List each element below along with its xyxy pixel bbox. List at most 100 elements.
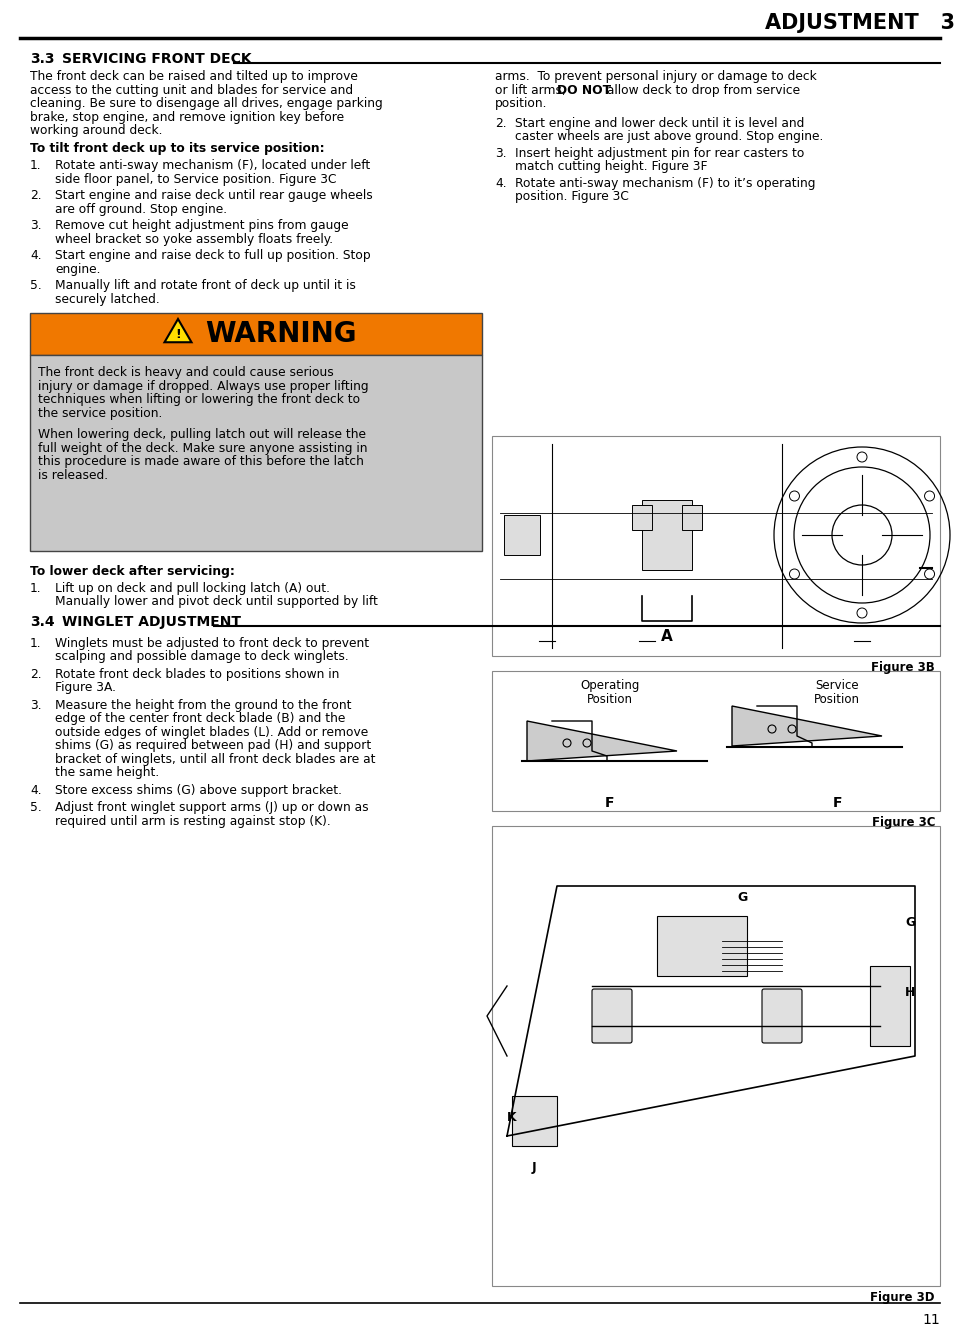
FancyBboxPatch shape — [492, 826, 940, 1286]
Text: arms.  To prevent personal injury or damage to deck: arms. To prevent personal injury or dama… — [495, 70, 817, 83]
Text: Figure 3A.: Figure 3A. — [55, 681, 116, 695]
Text: 11: 11 — [923, 1313, 940, 1328]
Text: A: A — [661, 629, 673, 644]
FancyBboxPatch shape — [30, 355, 482, 551]
Text: 2.: 2. — [495, 117, 507, 130]
Text: Winglets must be adjusted to front deck to prevent: Winglets must be adjusted to front deck … — [55, 637, 370, 649]
Text: Store excess shims (G) above support bracket.: Store excess shims (G) above support bra… — [55, 783, 342, 797]
Text: Rotate anti-sway mechanism (F), located under left: Rotate anti-sway mechanism (F), located … — [55, 160, 371, 172]
Text: Figure 3D: Figure 3D — [871, 1291, 935, 1303]
Text: Start engine and raise deck until rear gauge wheels: Start engine and raise deck until rear g… — [55, 189, 372, 202]
Text: match cutting height. Figure 3F: match cutting height. Figure 3F — [515, 160, 708, 173]
Text: side floor panel, to Service position. Figure 3C: side floor panel, to Service position. F… — [55, 173, 337, 185]
Text: Position: Position — [587, 692, 633, 705]
Text: ADJUSTMENT   3: ADJUSTMENT 3 — [765, 13, 955, 34]
Polygon shape — [732, 705, 882, 746]
Text: access to the cutting unit and blades for service and: access to the cutting unit and blades fo… — [30, 83, 353, 97]
Text: Adjust front winglet support arms (J) up or down as: Adjust front winglet support arms (J) up… — [55, 801, 369, 814]
Text: Rotate anti-sway mechanism (F) to it’s operating: Rotate anti-sway mechanism (F) to it’s o… — [515, 177, 815, 189]
Text: 1.: 1. — [30, 637, 41, 649]
Text: cleaning. Be sure to disengage all drives, engage parking: cleaning. Be sure to disengage all drive… — [30, 97, 383, 110]
Text: shims (G) as required between pad (H) and support: shims (G) as required between pad (H) an… — [55, 739, 372, 752]
Text: Remove cut height adjustment pins from gauge: Remove cut height adjustment pins from g… — [55, 219, 348, 232]
Text: Service: Service — [815, 679, 859, 692]
Text: 3.: 3. — [495, 146, 507, 160]
Text: or lift arms,: or lift arms, — [495, 83, 569, 97]
Text: WARNING: WARNING — [205, 320, 356, 349]
Text: injury or damage if dropped. Always use proper lifting: injury or damage if dropped. Always use … — [38, 380, 369, 393]
Text: When lowering deck, pulling latch out will release the: When lowering deck, pulling latch out wi… — [38, 428, 366, 441]
Text: 1.: 1. — [30, 160, 41, 172]
Text: position.: position. — [495, 97, 547, 110]
Text: brake, stop engine, and remove ignition key before: brake, stop engine, and remove ignition … — [30, 110, 344, 123]
Text: bracket of winglets, until all front deck blades are at: bracket of winglets, until all front dec… — [55, 752, 375, 766]
Text: Operating: Operating — [580, 679, 639, 692]
FancyBboxPatch shape — [492, 436, 940, 656]
FancyBboxPatch shape — [512, 1096, 557, 1147]
Text: Measure the height from the ground to the front: Measure the height from the ground to th… — [55, 699, 351, 712]
FancyBboxPatch shape — [632, 506, 652, 530]
Text: edge of the center front deck blade (B) and the: edge of the center front deck blade (B) … — [55, 712, 346, 725]
Text: Start engine and raise deck to full up position. Stop: Start engine and raise deck to full up p… — [55, 249, 371, 261]
Text: securely latched.: securely latched. — [55, 292, 159, 306]
Text: F: F — [605, 797, 614, 810]
Text: DO NOT: DO NOT — [557, 83, 612, 97]
Text: 5.: 5. — [30, 279, 41, 292]
Polygon shape — [527, 721, 677, 760]
FancyBboxPatch shape — [592, 990, 632, 1043]
FancyBboxPatch shape — [504, 515, 540, 555]
Text: Manually lower and pivot deck until supported by lift: Manually lower and pivot deck until supp… — [55, 595, 378, 607]
FancyBboxPatch shape — [642, 500, 692, 570]
FancyBboxPatch shape — [657, 916, 747, 976]
Text: caster wheels are just above ground. Stop engine.: caster wheels are just above ground. Sto… — [515, 130, 824, 143]
FancyBboxPatch shape — [870, 966, 910, 1046]
FancyBboxPatch shape — [30, 312, 482, 355]
Text: this procedure is made aware of this before the latch: this procedure is made aware of this bef… — [38, 455, 364, 468]
Text: J: J — [532, 1161, 537, 1173]
Text: To tilt front deck up to its service position:: To tilt front deck up to its service pos… — [30, 142, 324, 154]
Text: The front deck can be raised and tilted up to improve: The front deck can be raised and tilted … — [30, 70, 358, 83]
Text: scalping and possible damage to deck winglets.: scalping and possible damage to deck win… — [55, 650, 348, 662]
Polygon shape — [164, 319, 191, 342]
Text: techniques when lifting or lowering the front deck to: techniques when lifting or lowering the … — [38, 393, 360, 406]
Text: Start engine and lower deck until it is level and: Start engine and lower deck until it is … — [515, 117, 804, 130]
Text: To lower deck after servicing:: To lower deck after servicing: — [30, 565, 235, 578]
Text: allow deck to drop from service: allow deck to drop from service — [603, 83, 800, 97]
Text: 3.4: 3.4 — [30, 614, 55, 629]
Text: 4.: 4. — [30, 783, 41, 797]
Text: Position: Position — [814, 692, 860, 705]
Text: 4.: 4. — [30, 249, 41, 261]
Text: SERVICING FRONT DECK: SERVICING FRONT DECK — [62, 52, 252, 66]
Text: wheel bracket so yoke assembly floats freely.: wheel bracket so yoke assembly floats fr… — [55, 232, 333, 245]
Text: required until arm is resting against stop (K).: required until arm is resting against st… — [55, 814, 331, 827]
Text: the service position.: the service position. — [38, 406, 162, 420]
Text: 2.: 2. — [30, 668, 41, 680]
Text: full weight of the deck. Make sure anyone assisting in: full weight of the deck. Make sure anyon… — [38, 441, 368, 455]
Text: 5.: 5. — [30, 801, 41, 814]
Text: Insert height adjustment pin for rear casters to: Insert height adjustment pin for rear ca… — [515, 146, 804, 160]
Text: Rotate front deck blades to positions shown in: Rotate front deck blades to positions sh… — [55, 668, 340, 680]
Text: outside edges of winglet blades (L). Add or remove: outside edges of winglet blades (L). Add… — [55, 725, 369, 739]
Text: are off ground. Stop engine.: are off ground. Stop engine. — [55, 202, 228, 216]
Text: 4.: 4. — [495, 177, 507, 189]
Text: 3.: 3. — [30, 699, 41, 712]
Text: position. Figure 3C: position. Figure 3C — [515, 190, 629, 202]
Text: !: ! — [175, 329, 180, 341]
Text: WINGLET ADJUSTMENT: WINGLET ADJUSTMENT — [62, 614, 241, 629]
Text: The front deck is heavy and could cause serious: The front deck is heavy and could cause … — [38, 366, 334, 380]
Text: working around deck.: working around deck. — [30, 123, 162, 137]
FancyBboxPatch shape — [682, 506, 702, 530]
Text: Lift up on deck and pull locking latch (A) out.: Lift up on deck and pull locking latch (… — [55, 582, 330, 594]
Text: 2.: 2. — [30, 189, 41, 202]
Text: H: H — [905, 986, 916, 999]
Text: Manually lift and rotate front of deck up until it is: Manually lift and rotate front of deck u… — [55, 279, 356, 292]
Text: K: K — [507, 1110, 516, 1124]
Text: Figure 3C: Figure 3C — [872, 817, 935, 829]
Text: 3.3: 3.3 — [30, 52, 55, 66]
Text: F: F — [832, 797, 842, 810]
FancyBboxPatch shape — [762, 990, 802, 1043]
Text: G: G — [737, 890, 747, 904]
Text: the same height.: the same height. — [55, 766, 159, 779]
Text: 1.: 1. — [30, 582, 41, 594]
Text: 3.: 3. — [30, 219, 41, 232]
